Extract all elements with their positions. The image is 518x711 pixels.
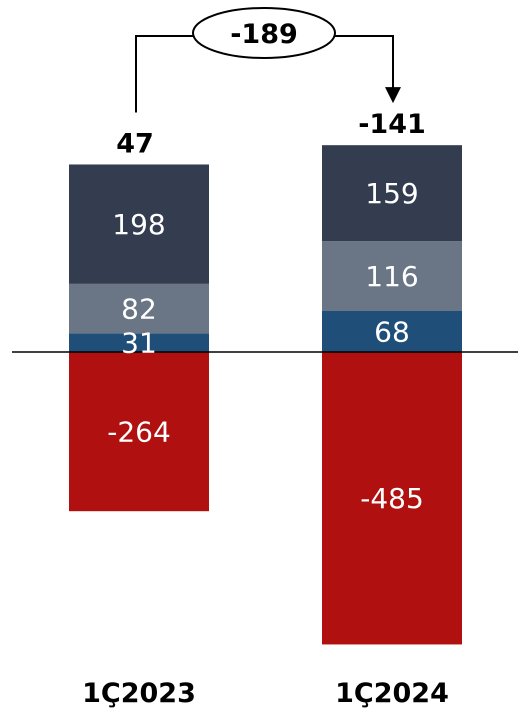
data-label: 31 [121, 327, 157, 360]
data-label: 159 [365, 177, 418, 210]
category-label: 1Ç2023 [82, 678, 196, 709]
total-label: 47 [116, 128, 154, 159]
data-label: 68 [374, 315, 410, 348]
connector-arrowhead [385, 87, 401, 103]
data-label: 116 [365, 260, 418, 293]
data-label: -485 [360, 482, 424, 515]
data-label: 198 [112, 208, 165, 241]
difference-connector: -189 [136, 8, 401, 112]
difference-label: -189 [230, 19, 298, 50]
category-label: 1Ç2024 [335, 678, 449, 709]
data-label: -264 [107, 416, 171, 449]
data-label: 82 [121, 293, 157, 326]
total-label: -141 [358, 109, 426, 140]
